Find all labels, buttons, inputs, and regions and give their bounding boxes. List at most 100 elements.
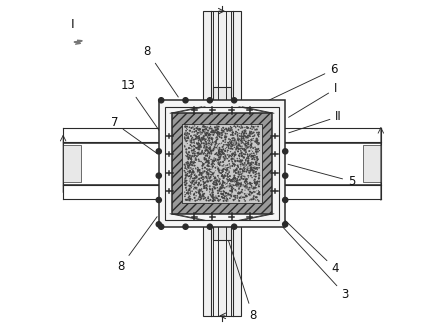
Point — [196, 151, 203, 157]
Point — [181, 190, 188, 195]
Point — [185, 136, 192, 141]
Point — [200, 141, 207, 146]
Point — [184, 155, 191, 161]
Point — [248, 190, 255, 196]
Point — [184, 159, 191, 164]
Point — [194, 136, 202, 141]
Point — [236, 181, 243, 186]
Point — [218, 186, 225, 191]
Point — [247, 181, 254, 187]
Point — [210, 184, 218, 190]
Point — [230, 169, 238, 175]
Point — [250, 154, 257, 159]
Point — [229, 153, 236, 158]
Point — [241, 176, 248, 181]
Point — [202, 126, 210, 131]
Point — [252, 195, 259, 200]
Point — [191, 129, 198, 134]
Point — [202, 180, 209, 185]
Point — [244, 181, 251, 186]
Point — [239, 146, 246, 151]
Point — [235, 174, 242, 179]
Point — [193, 174, 200, 179]
Point — [238, 150, 246, 155]
Point — [206, 151, 213, 156]
Point — [252, 161, 259, 166]
Point — [210, 197, 217, 202]
Point — [182, 178, 189, 183]
Point — [229, 128, 236, 133]
Point — [191, 181, 198, 186]
Point — [250, 146, 257, 151]
Point — [191, 176, 198, 181]
Point — [204, 131, 211, 136]
Point — [184, 141, 191, 146]
Point — [190, 171, 197, 176]
Point — [237, 158, 244, 163]
Point — [243, 141, 250, 146]
Point — [191, 149, 198, 154]
Point — [241, 148, 248, 154]
Point — [199, 163, 206, 168]
Point — [236, 143, 243, 148]
Point — [198, 151, 205, 157]
Point — [239, 146, 246, 151]
Point — [195, 177, 202, 182]
Point — [240, 141, 247, 146]
Point — [216, 134, 223, 140]
Point — [202, 124, 209, 129]
Point — [217, 160, 224, 165]
Point — [211, 125, 218, 130]
Point — [226, 196, 234, 201]
Point — [195, 138, 202, 143]
Point — [199, 192, 206, 197]
Point — [225, 152, 232, 158]
Point — [235, 197, 242, 202]
Point — [218, 168, 226, 173]
Point — [202, 131, 209, 136]
Point — [211, 139, 218, 145]
Point — [188, 155, 195, 160]
Point — [222, 191, 229, 196]
Point — [199, 137, 206, 142]
Point — [183, 166, 190, 172]
Point — [251, 165, 258, 171]
Point — [241, 167, 248, 172]
Point — [242, 164, 249, 169]
Point — [227, 128, 234, 133]
Point — [225, 143, 232, 148]
Point — [242, 143, 249, 148]
Point — [208, 142, 215, 147]
Point — [220, 125, 227, 130]
Point — [218, 135, 225, 140]
Point — [220, 195, 227, 200]
Point — [242, 136, 250, 142]
Point — [238, 173, 246, 178]
Bar — [213, 87, 231, 107]
Point — [249, 156, 256, 162]
Point — [238, 150, 246, 155]
Point — [225, 165, 232, 170]
Point — [194, 188, 202, 194]
Point — [190, 161, 197, 166]
Point — [208, 129, 215, 134]
Point — [188, 174, 195, 179]
Point — [248, 144, 255, 149]
Point — [234, 196, 241, 201]
Point — [240, 131, 247, 137]
Point — [188, 125, 195, 130]
Point — [250, 170, 258, 176]
Point — [251, 145, 258, 150]
Point — [223, 176, 230, 181]
Point — [196, 167, 203, 173]
Point — [198, 171, 205, 177]
Point — [233, 129, 240, 134]
Point — [219, 167, 226, 172]
Point — [202, 145, 210, 150]
Point — [213, 135, 220, 141]
Point — [246, 153, 254, 159]
Point — [254, 163, 261, 168]
Point — [250, 130, 257, 135]
Circle shape — [232, 98, 237, 103]
Point — [209, 193, 216, 198]
